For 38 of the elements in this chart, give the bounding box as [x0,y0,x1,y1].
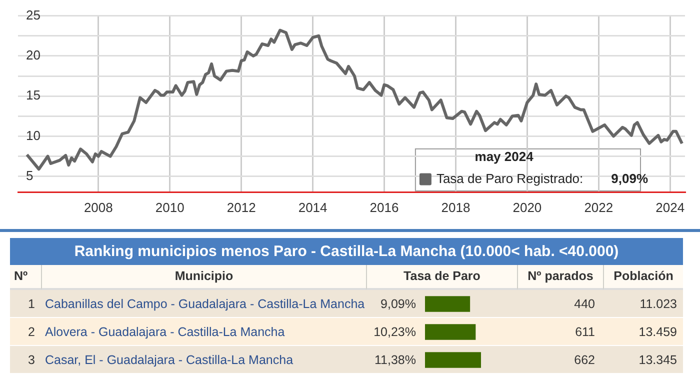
text: Población [603,265,683,290]
x-tick-label: 2016 [370,200,399,215]
x-tick-label: 2008 [84,200,113,215]
data-label: 10,23% [372,324,416,341]
x-tick-label: 2024 [656,200,685,215]
y-tick-label: Casar, El - Guadalajara - Castilla-La Mancha [45,352,294,369]
data-label: 9,09% [380,296,416,313]
x-tick-label: 2020 [512,200,542,215]
x-axis-title: Tasa de Paro [366,265,517,290]
text: 611 [574,324,595,341]
x-tick-label: 2014 [298,200,328,215]
text: 440 [573,296,595,313]
y-tick-label: 15 [26,88,40,103]
y-tick-label: Cabanillas del Campo - Guadalajara - Castilla-La Mancha [45,296,366,313]
legend-title: may 2024 [474,149,534,164]
y-tick-label: 10 [26,128,40,143]
legend-label: Tasa de Paro Registrado: [436,170,584,186]
y-tick-label: Alovera - Guadalajara - Castilla-La Mancha [45,324,286,341]
text: Nº [10,265,41,290]
annotation: 9,09% [611,170,648,186]
text: 11.023 [638,296,677,313]
y-tick-label: 20 [26,48,40,63]
text: 13.459 [638,324,677,341]
text: 662 [573,352,595,369]
data-label: 11,38% [374,352,416,369]
y-tick-label: 25 [26,7,40,22]
x-tick-label: 2018 [441,200,470,215]
chart-title: Ranking municipios menos Paro - Castilla-La Mancha (10.000< hab. <40.000) [10,238,683,265]
y-tick-label: 5 [26,168,34,183]
text: 1 [27,296,36,313]
text: 3 [27,352,36,369]
x-tick-label: 2010 [155,200,184,215]
x-tick-label: 2012 [226,200,256,215]
text: Nº parados [517,265,603,290]
x-tick-label: 2022 [584,200,614,215]
text: 13.345 [638,352,677,369]
y-axis-title: Municipio [41,265,366,290]
text: 2 [27,324,36,341]
